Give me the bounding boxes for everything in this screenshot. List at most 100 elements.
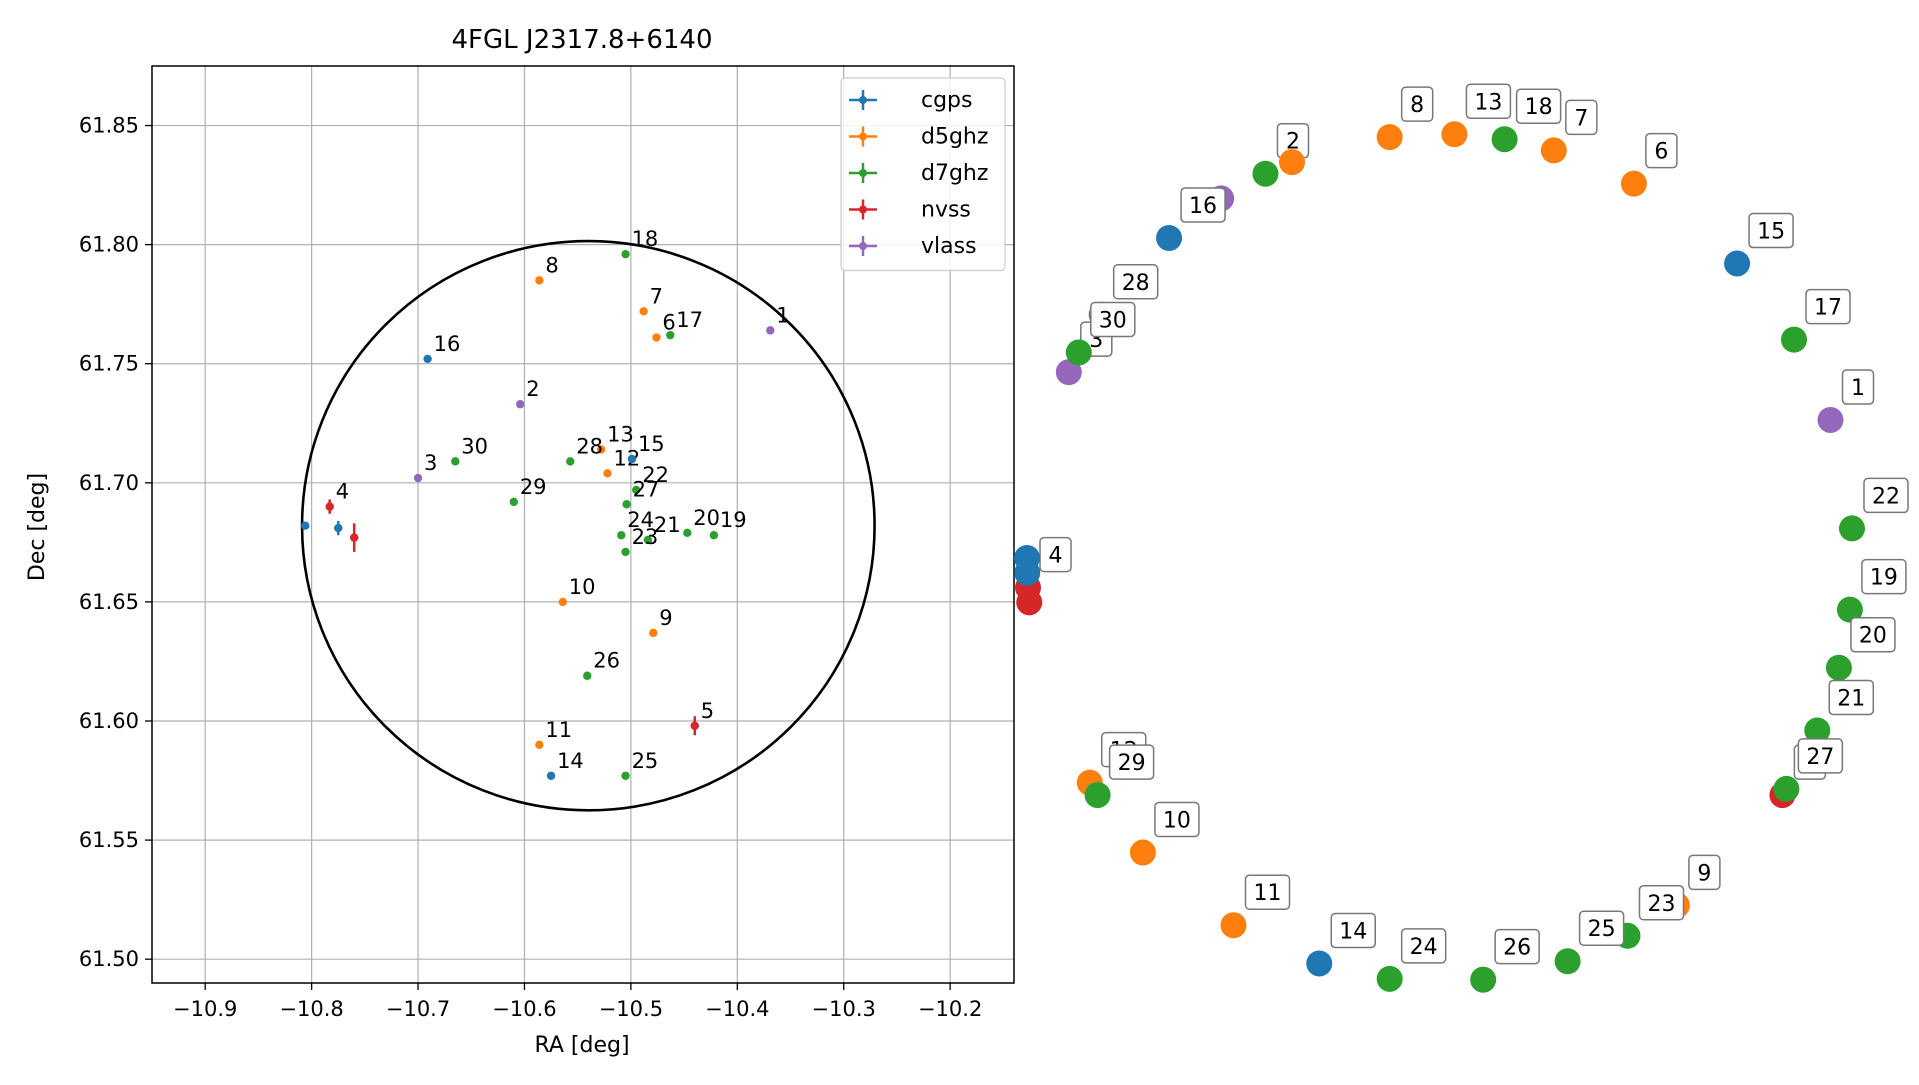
ring-label: 18 bbox=[1525, 95, 1553, 120]
ring-label: 2 bbox=[1286, 130, 1300, 155]
source-point-d7ghz: 19 bbox=[709, 508, 747, 540]
legend-swatch bbox=[859, 242, 867, 250]
ring-source-cgps: 16 bbox=[1156, 187, 1226, 252]
ring-label: 8 bbox=[1410, 93, 1424, 118]
source-point-d7ghz: 18 bbox=[621, 227, 659, 259]
ring-source-d7ghz: 23 bbox=[1614, 885, 1685, 949]
ring-marker bbox=[1781, 326, 1808, 353]
ring-source-d7ghz: 2 bbox=[1252, 122, 1310, 187]
ring-source-d7ghz: 20 bbox=[1825, 616, 1896, 681]
y-tick-label: 61.80 bbox=[79, 233, 139, 257]
source-point-cgps: 16 bbox=[423, 332, 460, 364]
ring-label-box bbox=[1828, 679, 1875, 716]
source-point-d7ghz: 20 bbox=[683, 506, 720, 538]
ring-label-box bbox=[1861, 558, 1907, 595]
ring-source-d7ghz: 27 bbox=[1773, 738, 1844, 802]
point-label: 15 bbox=[638, 432, 665, 456]
ring-marker bbox=[1470, 966, 1497, 993]
x-tick-label: −10.5 bbox=[599, 997, 663, 1021]
ring-label: 28 bbox=[1122, 271, 1150, 296]
point-label: 9 bbox=[659, 606, 672, 630]
point-label: 23 bbox=[632, 525, 659, 549]
marker bbox=[643, 535, 653, 545]
legend-swatch bbox=[859, 169, 867, 177]
point-label: 5 bbox=[701, 699, 714, 723]
legend-item-nvss: nvss bbox=[849, 198, 971, 223]
point-label: 26 bbox=[593, 649, 620, 673]
marker bbox=[566, 457, 575, 466]
source-ring-panel: 1234567891011121314151617181920212223242… bbox=[1014, 83, 1909, 993]
source-point-d5ghz: 8 bbox=[535, 253, 559, 285]
point-label: 7 bbox=[650, 284, 663, 308]
ring-label-box bbox=[1565, 99, 1598, 136]
point-label: 22 bbox=[642, 463, 669, 487]
axes-frame bbox=[151, 65, 1015, 984]
ring-label: 25 bbox=[1588, 917, 1616, 942]
ring-source-d7ghz: 21 bbox=[1804, 679, 1875, 744]
ring-label: 7 bbox=[1574, 106, 1588, 131]
source-point-d7ghz: 29 bbox=[509, 475, 547, 507]
point-label: 11 bbox=[545, 718, 572, 742]
ring-label: 13 bbox=[1474, 90, 1502, 115]
point-label: 12 bbox=[613, 446, 640, 470]
marker bbox=[451, 457, 460, 466]
ring-label-box bbox=[1797, 738, 1844, 774]
point-label: 19 bbox=[720, 508, 747, 532]
x-tick-label: −10.8 bbox=[279, 997, 343, 1021]
marker bbox=[423, 354, 432, 364]
legend-swatch bbox=[859, 132, 867, 141]
marker bbox=[516, 400, 525, 409]
marker bbox=[349, 533, 359, 542]
y-tick-label: 61.55 bbox=[79, 828, 139, 852]
ring-label: 6 bbox=[1654, 140, 1668, 165]
ring-marker bbox=[1804, 717, 1831, 744]
ring-source-d5ghz: 6 bbox=[1620, 132, 1678, 197]
legend-label: nvss bbox=[921, 198, 971, 223]
ring-label-box bbox=[1850, 616, 1896, 653]
ring-label-box bbox=[1400, 928, 1447, 964]
source-point-d5ghz: 9 bbox=[649, 606, 673, 638]
ring-label: 23 bbox=[1647, 892, 1675, 917]
marker bbox=[535, 276, 544, 285]
source-point-nvss: 4 bbox=[325, 480, 349, 514]
legend: cgps d5ghz d7ghz nvss vlass bbox=[840, 77, 1006, 272]
source-point-d7ghz: 24 bbox=[617, 508, 654, 540]
ring-marker bbox=[1838, 515, 1865, 542]
legend-swatch bbox=[859, 96, 867, 104]
ring-marker bbox=[1156, 225, 1183, 252]
ring-source-d7ghz: 24 bbox=[1376, 928, 1447, 992]
source-point-d7ghz: 23 bbox=[621, 525, 659, 557]
source-point-cgps: 14 bbox=[546, 749, 584, 780]
source-point-d5ghz: 7 bbox=[639, 284, 663, 316]
ring-label-box bbox=[1108, 744, 1155, 780]
y-tick-label: 61.50 bbox=[79, 947, 139, 971]
ring-marker bbox=[1014, 559, 1041, 586]
marker bbox=[709, 531, 719, 540]
ring-marker bbox=[1817, 406, 1844, 433]
ring-marker bbox=[1016, 589, 1043, 616]
source-point-vlass: 2 bbox=[516, 377, 540, 409]
point-label: 18 bbox=[632, 227, 659, 251]
ring-label: 14 bbox=[1339, 919, 1367, 944]
x-tick-label: −10.2 bbox=[918, 997, 982, 1021]
ring-label: 4 bbox=[1049, 544, 1063, 569]
point-label: 25 bbox=[632, 749, 659, 773]
ring-source-d7ghz: 18 bbox=[1491, 88, 1562, 153]
point-label: 29 bbox=[520, 475, 547, 499]
x-tick-label: −10.9 bbox=[173, 997, 237, 1021]
marker bbox=[535, 740, 544, 750]
legend-label: d7ghz bbox=[921, 161, 988, 186]
ring-label: 16 bbox=[1189, 194, 1217, 219]
ring-source-vlass: 1 bbox=[1817, 369, 1875, 433]
ring-marker bbox=[1376, 124, 1403, 151]
marker bbox=[546, 771, 556, 780]
source-point-d5ghz: 13 bbox=[596, 422, 634, 454]
ring-source-cgps: 15 bbox=[1724, 212, 1794, 277]
ring-source-d5ghz bbox=[1278, 149, 1305, 176]
ring-label: 15 bbox=[1757, 219, 1785, 244]
ring-label-box bbox=[1805, 288, 1851, 325]
source-point-cgps bbox=[334, 520, 343, 536]
ring-marker bbox=[1773, 775, 1800, 802]
source-point-d7ghz: 21 bbox=[643, 513, 681, 545]
marker bbox=[690, 721, 699, 730]
